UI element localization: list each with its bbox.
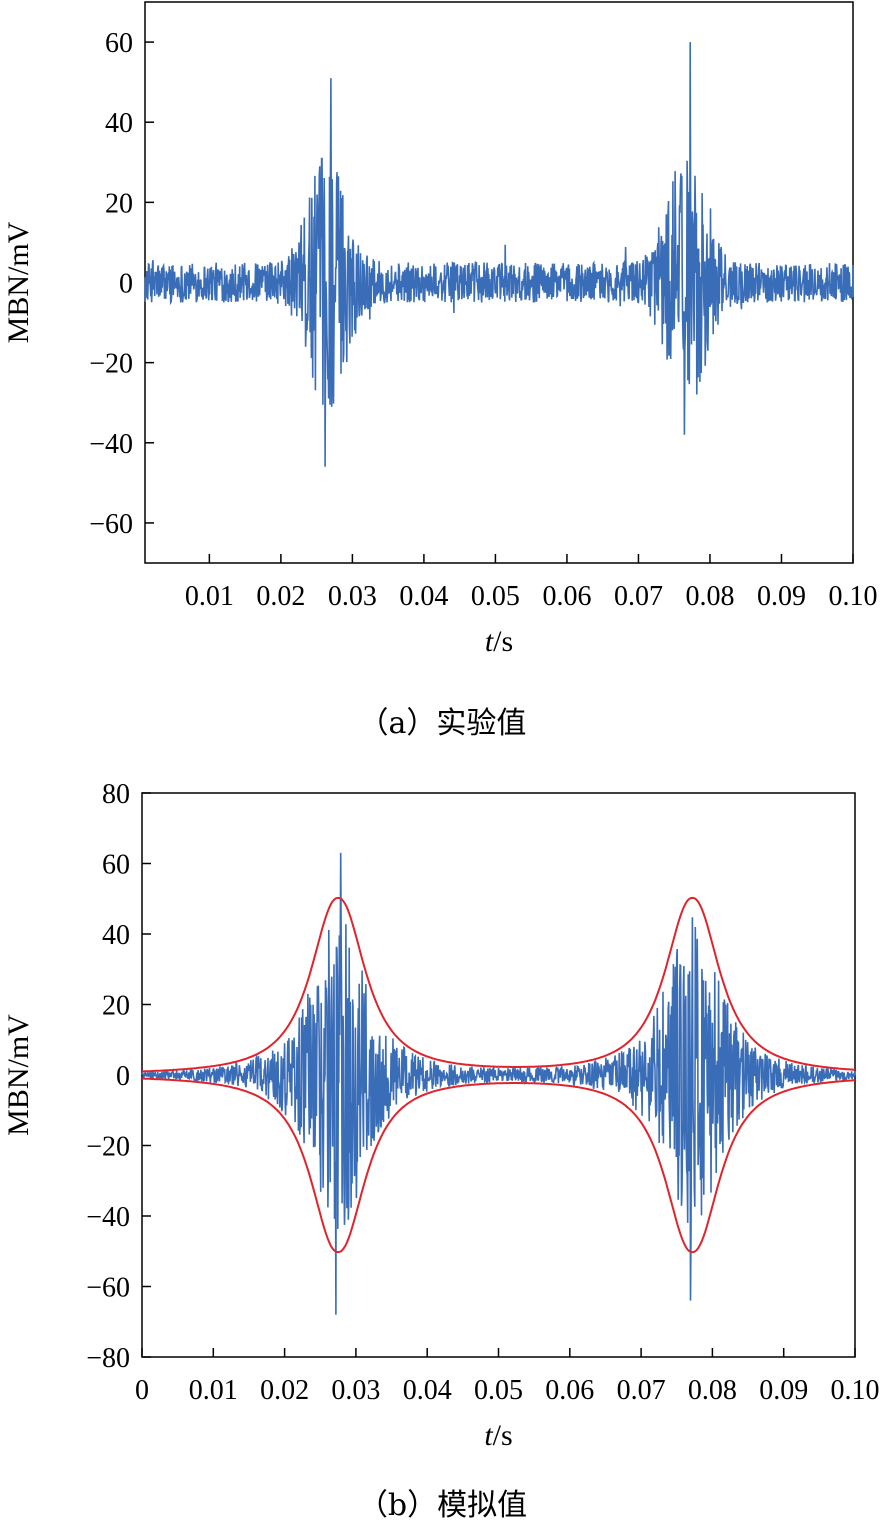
x-tick-label: 0.02 bbox=[260, 1375, 309, 1406]
x-tick-label: 0.07 bbox=[617, 1375, 666, 1406]
caption-b: （b）模拟值 bbox=[357, 1488, 528, 1523]
y-tick-label: −40 bbox=[86, 1202, 130, 1233]
caption-a: （a）实验值 bbox=[358, 706, 527, 741]
y-axis-label: MBN/mV bbox=[2, 1014, 35, 1136]
chart-panel-a: 60 40 20 0 −20 −40 −60 0.01 0.02 0.03 0.04 0.05 0.06… bbox=[0, 0, 885, 674]
x-tick-label: 0 bbox=[135, 1375, 149, 1406]
y-tick-label: −80 bbox=[86, 1343, 130, 1374]
x-tick-label: 0.03 bbox=[328, 581, 377, 612]
y-tick-label: 40 bbox=[105, 108, 133, 139]
y-tick-label: −20 bbox=[89, 349, 133, 380]
x-tick-label: 0.09 bbox=[757, 581, 806, 612]
envelope-upper-line bbox=[142, 896, 856, 1073]
x-tick-label: 0.09 bbox=[759, 1375, 808, 1406]
y-tick-label: 60 bbox=[105, 28, 133, 59]
x-tick-label: 0.02 bbox=[256, 581, 305, 612]
x-tick-label: 0.05 bbox=[471, 581, 520, 612]
y-tick-label: 0 bbox=[116, 1061, 130, 1092]
x-tick-label: 0.08 bbox=[688, 1375, 737, 1406]
y-tick-label: 20 bbox=[105, 188, 133, 219]
y-tick-label: 40 bbox=[102, 920, 130, 951]
x-tick-label: 0.05 bbox=[474, 1375, 523, 1406]
y-tick-label: −60 bbox=[89, 509, 133, 540]
x-tick-label: 0.01 bbox=[185, 581, 234, 612]
x-axis-label: t/s bbox=[484, 1419, 512, 1452]
x-tick-label: 0.06 bbox=[545, 1375, 594, 1406]
x-tick-label: 0.10 bbox=[829, 581, 878, 612]
x-tick-label: 0.07 bbox=[614, 581, 663, 612]
y-tick-label: 0 bbox=[119, 269, 133, 300]
x-tick-label: 0.06 bbox=[542, 581, 591, 612]
y-tick-label: 60 bbox=[102, 850, 130, 881]
y-axis-label: MBN/mV bbox=[2, 221, 35, 343]
series-line-measured bbox=[144, 42, 854, 467]
chart-a: 60 40 20 0 −20 −40 −60 0.01 0.02 0.03 0.04 0.05 0.06… bbox=[2, 1, 878, 658]
y-tick-label: −20 bbox=[86, 1132, 130, 1163]
x-tick-label: 0.04 bbox=[399, 581, 448, 612]
x-tick-label: 0.08 bbox=[685, 581, 734, 612]
y-tick-label: 80 bbox=[102, 779, 130, 810]
x-tick-label: 0.01 bbox=[189, 1375, 238, 1406]
chart-panel-b: 80 60 40 20 0 −20 −40 −60 −80 0 0.01 0.02 0.03 0.04 0.… bbox=[0, 760, 885, 1464]
x-tick-label: 0.03 bbox=[331, 1375, 380, 1406]
x-tick-label: 0.10 bbox=[831, 1375, 880, 1406]
x-tick-label: 0.04 bbox=[403, 1375, 452, 1406]
y-tick-label: −40 bbox=[89, 429, 133, 460]
y-tick-label: −60 bbox=[86, 1273, 130, 1304]
y-tick-label: 20 bbox=[102, 991, 130, 1022]
x-axis-label: t/s bbox=[485, 625, 513, 658]
envelope-lower-line bbox=[142, 1077, 856, 1254]
series-line-simulated bbox=[141, 852, 856, 1315]
